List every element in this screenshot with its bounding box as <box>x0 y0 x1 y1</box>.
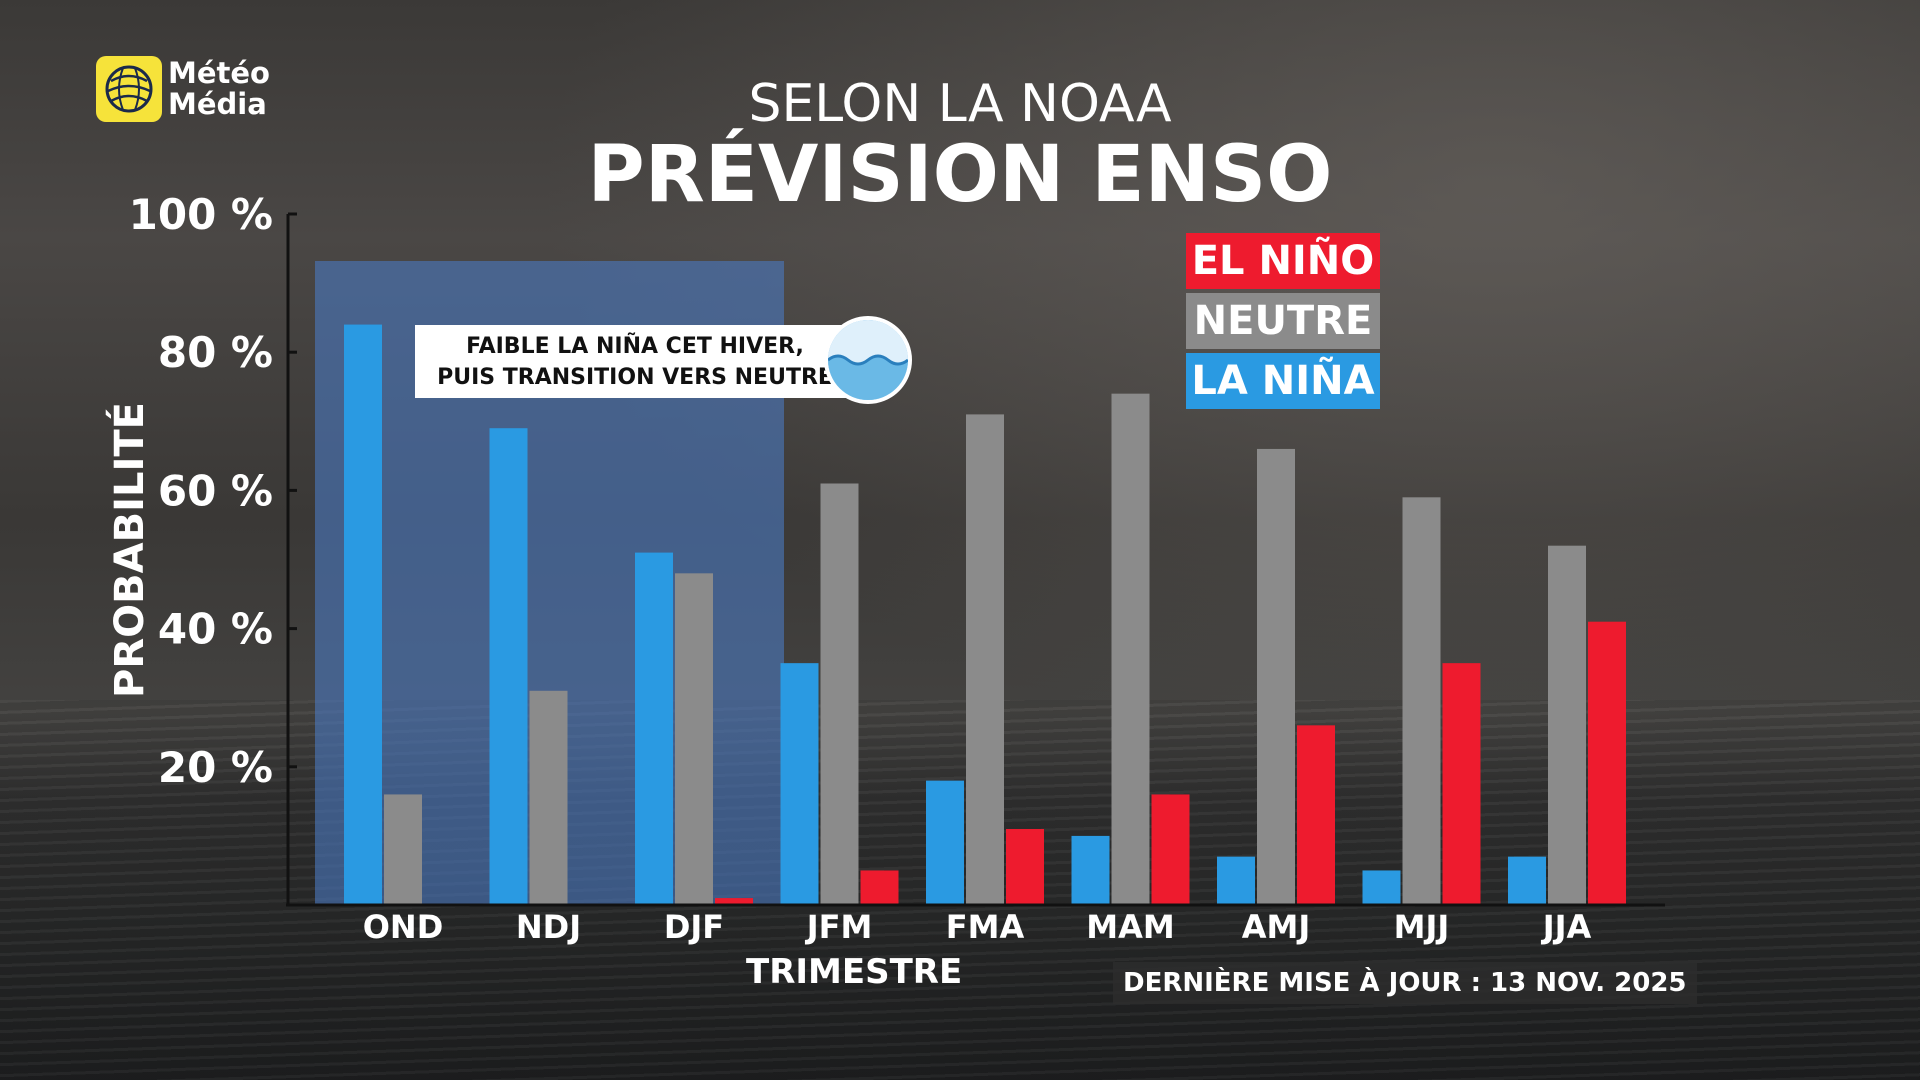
bar-djf-neutre <box>675 573 713 905</box>
bar-fma-neutre <box>966 414 1004 905</box>
x-tick-label: MAM <box>1086 908 1174 946</box>
y-tick-label: 100 % <box>129 190 273 239</box>
x-tick-label: DJF <box>664 908 724 946</box>
callout-line2: PUIS TRANSITION VERS NEUTRE <box>437 364 833 390</box>
x-tick-label: MJJ <box>1394 908 1450 946</box>
bar-fma-el-ni-o <box>1006 828 1044 905</box>
bar-amj-el-ni-o <box>1297 725 1335 905</box>
bar-mam-la-ni-a <box>1071 835 1110 905</box>
x-tick-label: FMA <box>946 908 1025 946</box>
chart-title: PRÉVISION ENSO <box>587 130 1333 220</box>
logo-line1: Météo <box>168 56 270 90</box>
y-tick-label: 40 % <box>158 605 273 654</box>
y-tick-label: 20 % <box>158 743 273 792</box>
bar-jja-neutre <box>1548 545 1586 905</box>
bar-ond-la-ni-a <box>344 324 382 905</box>
x-axis-label: TRIMESTRE <box>746 952 963 992</box>
meteomedia-logo: Météo Média <box>96 56 270 122</box>
bar-jja-el-ni-o <box>1588 621 1626 905</box>
bar-jfm-neutre <box>820 483 859 905</box>
bar-jja-la-ni-a <box>1508 856 1546 905</box>
x-tick-label: JJA <box>1541 908 1592 946</box>
last-updated-label: DERNIÈRE MISE À JOUR : 13 NOV. 2025 <box>1113 962 1697 1004</box>
water-wave-icon <box>824 316 912 404</box>
bar-djf-el-ni-o <box>715 898 753 905</box>
bar-mam-neutre <box>1111 393 1150 905</box>
bar-amj-neutre <box>1257 448 1295 905</box>
x-tick-label: JFM <box>805 908 873 946</box>
bar-ndj-la-ni-a <box>489 428 528 905</box>
bar-mjj-neutre <box>1402 497 1441 905</box>
bar-fma-la-ni-a <box>926 780 964 905</box>
chart-legend: EL NIÑO NEUTRE LA NIÑA <box>1186 233 1380 413</box>
legend-neutre: NEUTRE <box>1186 293 1380 349</box>
bar-jfm-la-ni-a <box>780 663 819 905</box>
bar-ond-neutre <box>384 794 422 905</box>
bar-mjj-el-ni-o <box>1442 663 1481 905</box>
bar-ndj-neutre <box>529 690 568 905</box>
y-tick-label: 80 % <box>158 328 273 377</box>
legend-la-nina: LA NIÑA <box>1186 353 1380 409</box>
callout-line1: FAIBLE LA NIÑA CET HIVER, <box>466 333 804 359</box>
bar-djf-la-ni-a <box>635 552 673 905</box>
bar-jfm-el-ni-o <box>860 870 899 905</box>
logo-line2: Média <box>168 87 267 121</box>
y-tick-label: 60 % <box>158 466 273 515</box>
x-tick-label: OND <box>363 908 444 946</box>
callout-box: FAIBLE LA NIÑA CET HIVER, PUIS TRANSITIO… <box>415 325 855 398</box>
legend-el-nino: EL NIÑO <box>1186 233 1380 289</box>
bar-mam-el-ni-o <box>1151 794 1190 905</box>
x-tick-label: NDJ <box>516 908 581 946</box>
bar-amj-la-ni-a <box>1217 856 1255 905</box>
chart-subtitle: SELON LA NOAA <box>748 74 1172 134</box>
globe-icon <box>96 56 162 122</box>
bar-mjj-la-ni-a <box>1362 870 1401 905</box>
x-tick-label: AMJ <box>1242 908 1311 946</box>
